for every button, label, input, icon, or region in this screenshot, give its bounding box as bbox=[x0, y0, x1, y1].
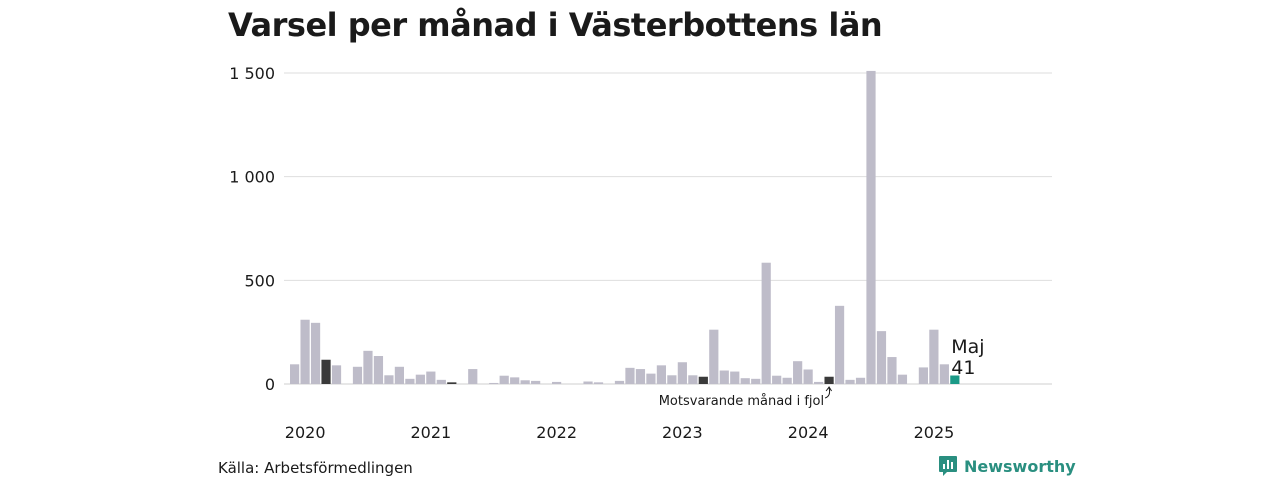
x-tick-label: 2020 bbox=[285, 423, 326, 442]
chart-title: Varsel per månad i Västerbottens län bbox=[228, 6, 883, 44]
bar bbox=[845, 379, 855, 384]
bar bbox=[677, 362, 687, 384]
x-tick-label: 2024 bbox=[788, 423, 829, 442]
bar bbox=[426, 371, 436, 384]
bar bbox=[531, 380, 541, 384]
bar-highlight bbox=[950, 375, 960, 384]
x-tick-label: 2021 bbox=[411, 423, 452, 442]
bar bbox=[855, 377, 866, 384]
bar-same-month bbox=[447, 382, 457, 384]
bar bbox=[887, 357, 897, 384]
y-tick-label: 1 000 bbox=[229, 168, 275, 187]
brand-name: Newsworthy bbox=[964, 456, 1076, 476]
bar bbox=[310, 322, 321, 384]
bar bbox=[552, 381, 562, 384]
bar bbox=[918, 367, 928, 384]
source-note: Källa: Arbetsförmedlingen bbox=[218, 459, 413, 477]
bar bbox=[290, 364, 300, 384]
bar bbox=[782, 377, 792, 384]
bar bbox=[614, 380, 625, 384]
bar bbox=[583, 381, 593, 384]
highlight-month-label: Maj bbox=[951, 336, 984, 358]
bar bbox=[363, 350, 373, 384]
bar bbox=[772, 375, 782, 384]
brand-logo[interactable]: Newsworthy bbox=[938, 455, 1076, 477]
bar bbox=[436, 379, 446, 384]
bar bbox=[761, 262, 771, 384]
bar bbox=[667, 375, 677, 384]
annotation-text: Motsvarande månad i fjol bbox=[659, 394, 824, 409]
bar bbox=[751, 378, 761, 384]
x-tick-label: 2023 bbox=[662, 423, 703, 442]
bar bbox=[803, 369, 813, 384]
bar bbox=[489, 382, 499, 384]
bar-chart-bubble-icon bbox=[939, 456, 957, 476]
bar bbox=[866, 70, 876, 385]
bar bbox=[646, 373, 656, 384]
x-tick-label: 2025 bbox=[914, 423, 955, 442]
bar bbox=[688, 375, 698, 384]
bar bbox=[510, 377, 520, 384]
bar bbox=[740, 378, 750, 384]
bar-same-month bbox=[698, 376, 708, 384]
y-tick-label: 500 bbox=[244, 271, 275, 290]
bar bbox=[405, 378, 415, 384]
x-tick-label: 2022 bbox=[536, 423, 577, 442]
bar bbox=[834, 305, 845, 384]
bar bbox=[415, 374, 425, 384]
bar bbox=[730, 371, 740, 384]
bar bbox=[331, 365, 342, 384]
bar bbox=[897, 374, 908, 384]
y-axis-ticks: 0 500 1 000 1 500 bbox=[229, 64, 275, 394]
bar bbox=[468, 369, 478, 384]
bar bbox=[520, 380, 530, 384]
bar bbox=[929, 329, 939, 384]
bar-same-month bbox=[824, 376, 834, 384]
annotation-group: Motsvarande månad i fjol bbox=[659, 386, 833, 409]
bar bbox=[635, 369, 646, 384]
y-tick-label: 1 500 bbox=[229, 64, 275, 83]
bar bbox=[384, 375, 394, 384]
y-tick-label: 0 bbox=[265, 375, 275, 394]
bar bbox=[499, 375, 509, 384]
bar bbox=[300, 319, 310, 384]
bar bbox=[719, 370, 729, 384]
bar bbox=[394, 366, 404, 384]
bar bbox=[352, 366, 363, 384]
bar bbox=[793, 361, 803, 384]
bar bbox=[876, 331, 887, 384]
bar bbox=[593, 382, 604, 384]
bar bbox=[625, 367, 635, 384]
annotation-arrow bbox=[824, 386, 833, 399]
highlight-value-label: 41 bbox=[951, 357, 975, 379]
x-axis-ticks: 2020 2021 2022 2023 2024 2025 bbox=[285, 423, 955, 442]
bar bbox=[656, 365, 666, 384]
bar bbox=[939, 364, 949, 384]
highlight-label-group: Maj 41 bbox=[951, 336, 984, 379]
bar bbox=[814, 381, 824, 384]
bar-same-month bbox=[321, 359, 331, 384]
bar bbox=[373, 356, 384, 384]
bars bbox=[290, 70, 960, 385]
bar bbox=[709, 329, 719, 384]
